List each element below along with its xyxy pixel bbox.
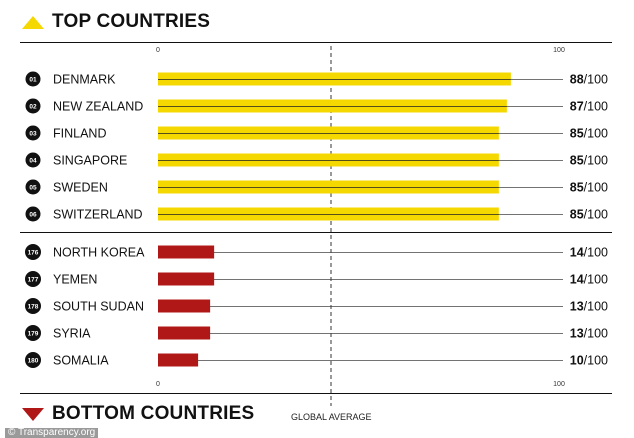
rank-label: 179 [28,330,39,337]
rank-label: 180 [28,357,39,364]
score-value: 14 [570,273,584,287]
score-value: 88 [570,73,584,87]
score-label: 88/100 [570,73,608,87]
score-label: 85/100 [570,154,608,168]
rank-label: 05 [29,184,37,191]
score-label: 87/100 [570,100,608,114]
country-label: SYRIA [53,327,91,341]
country-label: NEW ZEALAND [53,100,143,114]
rank-label: 02 [29,103,37,110]
score-suffix: /100 [584,181,608,195]
score-value: 85 [570,127,584,141]
rank-badge [25,244,41,260]
country-label: NORTH KOREA [53,246,145,260]
country-label: SOMALIA [53,354,109,368]
tick-label-bottom-0: 0 [156,381,160,388]
rank-badge [25,125,41,141]
score-suffix: /100 [584,300,608,314]
bar-somalia [158,353,199,367]
rank-badge [25,271,41,287]
country-label: SOUTH SUDAN [53,300,144,314]
score-value: 10 [570,354,584,368]
rank-badge [25,179,41,195]
score-value: 14 [570,246,584,260]
score-label: 10/100 [570,354,608,368]
up-triangle-icon [22,16,44,29]
bar-sweden [158,180,499,194]
country-label: YEMEN [53,273,97,287]
bar-north-korea [158,245,215,259]
bar-finland [158,126,499,140]
score-label: 14/100 [570,246,608,260]
score-value: 13 [570,300,584,314]
country-label: SINGAPORE [53,154,127,168]
rank-label: 06 [29,211,37,218]
rank-badge [25,352,41,368]
score-suffix: /100 [584,100,608,114]
top-countries-heading: TOP COUNTRIES [52,11,211,32]
rank-label: 01 [29,76,37,83]
country-label: FINLAND [53,127,106,141]
rank-label: 178 [28,303,39,310]
score-suffix: /100 [584,273,608,287]
bar-denmark [158,72,511,86]
rank-label: 176 [28,249,39,256]
tick-label-bottom-100: 100 [553,381,565,388]
score-label: 85/100 [570,181,608,195]
tick-label-top-100: 100 [553,47,565,54]
score-label: 85/100 [570,208,608,222]
score-value: 85 [570,154,584,168]
rank-label: 177 [28,276,39,283]
score-label: 13/100 [570,327,608,341]
score-value: 13 [570,327,584,341]
bar-singapore [158,153,499,167]
down-triangle-icon [22,408,44,421]
score-suffix: /100 [584,154,608,168]
score-suffix: /100 [584,246,608,260]
rank-label: 03 [29,130,37,137]
score-suffix: /100 [584,327,608,341]
rank-badge [25,98,41,114]
bar-switzerland [158,207,499,221]
global-average-label: GLOBAL AVERAGE [291,412,372,422]
tick-label-top-0: 0 [156,47,160,54]
bar-syria [158,326,211,340]
score-value: 85 [570,208,584,222]
score-label: 13/100 [570,300,608,314]
score-label: 14/100 [570,273,608,287]
bar-new-zealand [158,99,507,113]
country-label: SWEDEN [53,181,108,195]
country-label: SWITZERLAND [53,208,143,222]
score-suffix: /100 [584,208,608,222]
rank-badge [25,206,41,222]
country-label: DENMARK [53,73,116,87]
credit-label: © Transparency.org [5,428,99,438]
score-value: 87 [570,100,584,114]
rank-label: 04 [29,157,37,164]
score-suffix: /100 [584,127,608,141]
rank-badge [25,71,41,87]
rank-badge [25,325,41,341]
rank-badge [25,152,41,168]
rank-badge [25,298,41,314]
bar-yemen [158,272,215,286]
score-label: 85/100 [570,127,608,141]
bottom-countries-heading: BOTTOM COUNTRIES [52,403,255,424]
score-suffix: /100 [584,73,608,87]
bar-south-sudan [158,299,211,313]
score-value: 85 [570,181,584,195]
score-suffix: /100 [584,354,608,368]
